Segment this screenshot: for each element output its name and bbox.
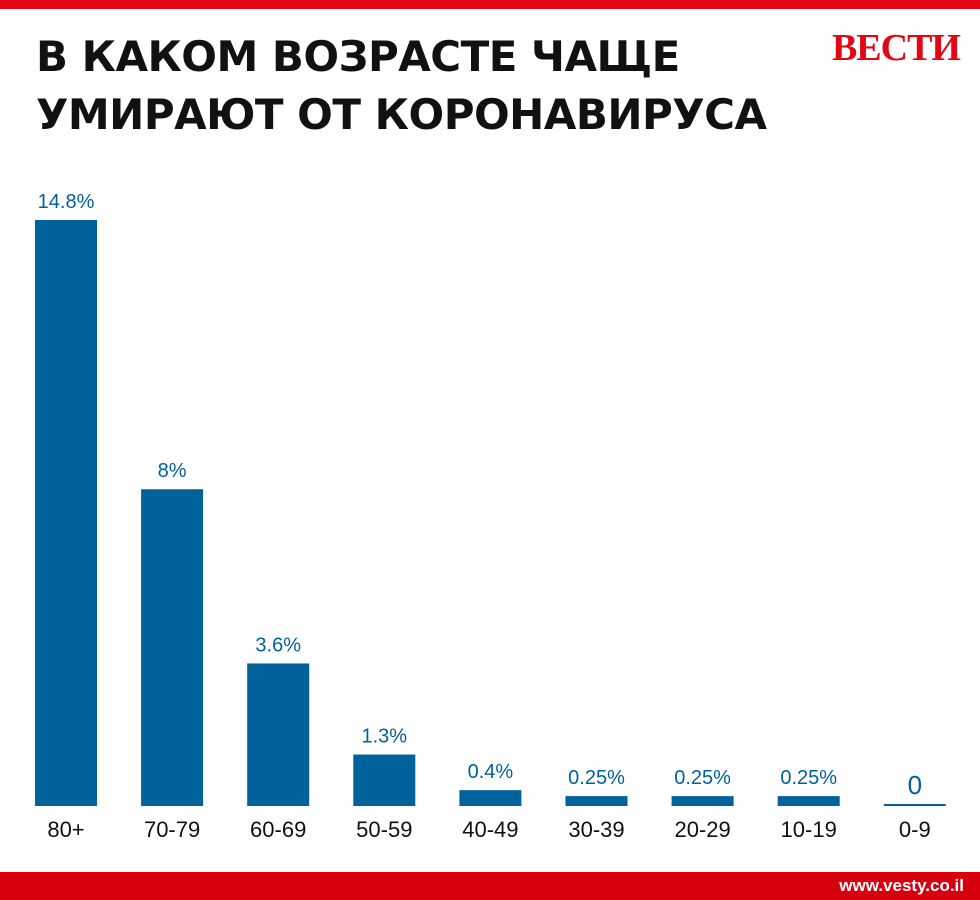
- data-label-10-19: 0.25%: [780, 767, 837, 789]
- data-label-80+: 14.8%: [38, 191, 95, 213]
- tick-label-40-49: 40-49: [462, 817, 518, 842]
- tick-label-0-9: 0-9: [899, 817, 931, 842]
- tick-label-60-69: 60-69: [250, 817, 306, 842]
- tick-label-50-59: 50-59: [356, 817, 412, 842]
- bar-80+: [35, 220, 97, 806]
- tick-label-80+: 80+: [47, 817, 84, 842]
- bar-10-19: [777, 796, 840, 806]
- tick-label-70-79: 70-79: [144, 817, 200, 842]
- top-accent-bar: [0, 0, 980, 9]
- chart-title-line-1: В КАКОМ ВОЗРАСТЕ ЧАЩЕ: [36, 32, 680, 81]
- bar-40-49: [459, 790, 522, 806]
- data-label-70-79: 8%: [158, 460, 187, 482]
- tick-label-10-19: 10-19: [781, 817, 837, 842]
- bar-60-69: [247, 663, 310, 806]
- data-label-60-69: 3.6%: [255, 634, 301, 656]
- chart-title: В КАКОМ ВОЗРАСТЕ ЧАЩЕ УМИРАЮТ ОТ КОРОНАВ…: [36, 28, 796, 144]
- chart-title-line-2: УМИРАЮТ ОТ КОРОНАВИРУСА: [36, 90, 767, 139]
- bar-0-9: [883, 804, 946, 806]
- bar-30-39: [565, 796, 628, 806]
- data-label-20-29: 0.25%: [674, 767, 731, 789]
- brand-logo: ВЕСТИ: [831, 27, 961, 69]
- tick-label-30-39: 30-39: [568, 817, 624, 842]
- site-url: www.vesty.co.il: [839, 876, 964, 895]
- data-label-50-59: 1.3%: [362, 726, 408, 748]
- data-label-40-49: 0.4%: [468, 761, 514, 783]
- footer-bar: www.vesty.co.il: [0, 872, 980, 900]
- bar-20-29: [671, 796, 734, 806]
- data-label-30-39: 0.25%: [568, 767, 625, 789]
- data-label-0-9: 0: [908, 770, 922, 800]
- tick-label-20-29: 20-29: [674, 817, 730, 842]
- bar-70-79: [141, 489, 204, 806]
- bar-50-59: [353, 754, 416, 806]
